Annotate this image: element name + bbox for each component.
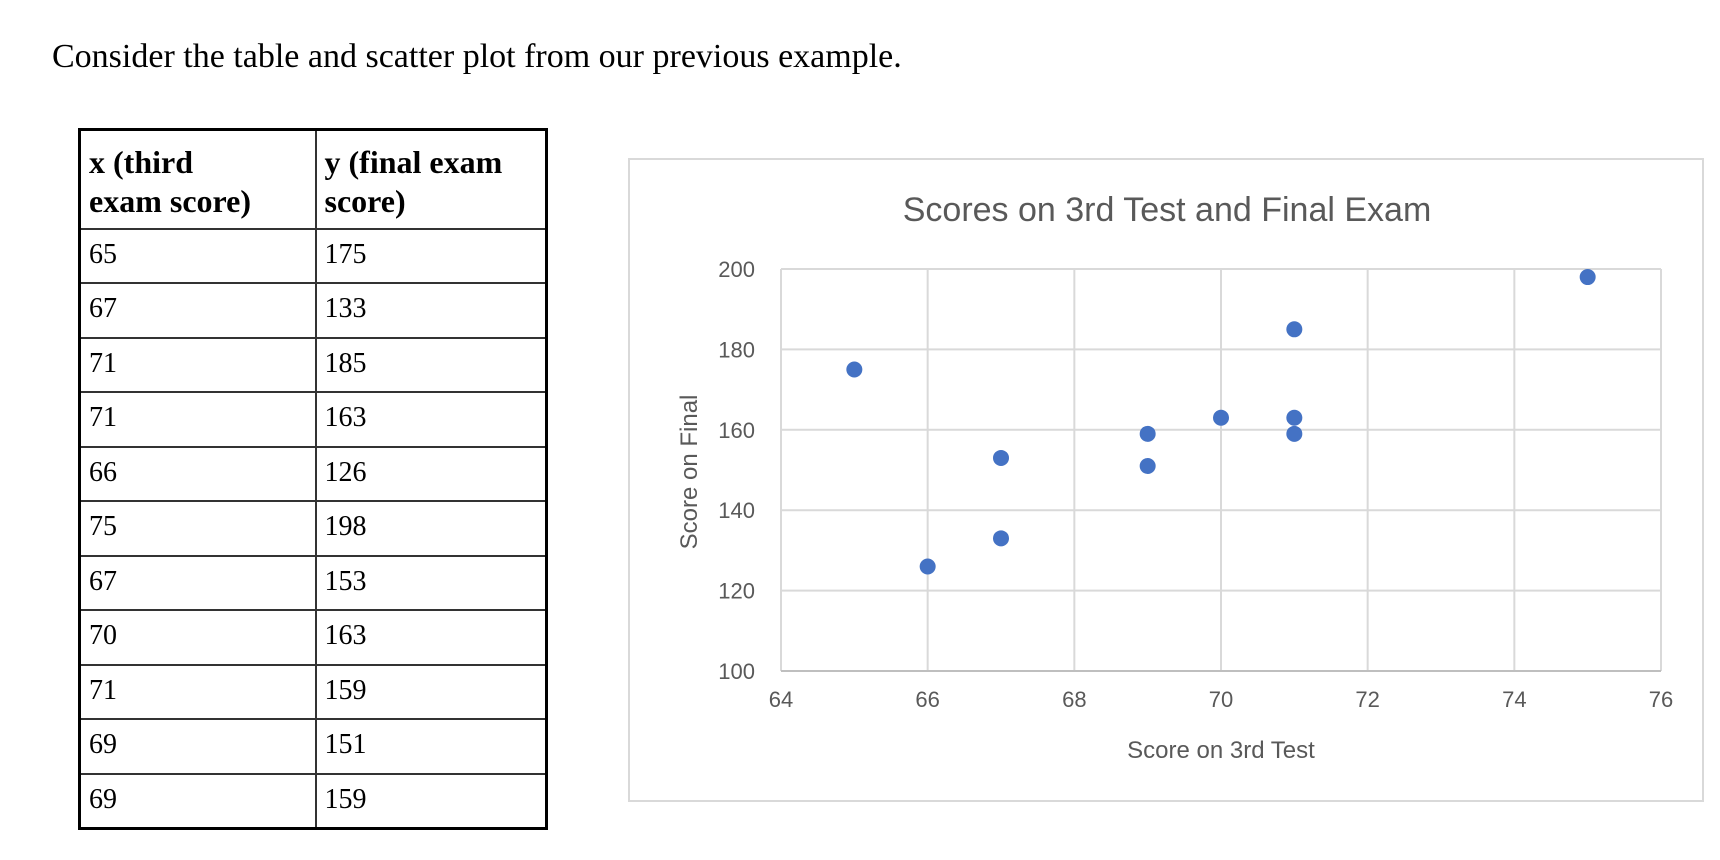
data-point	[846, 361, 863, 378]
data-point	[993, 449, 1009, 466]
table-row: 66 126	[78, 445, 548, 502]
y-tick-label: 100	[718, 659, 755, 684]
y-tick-label: 160	[718, 418, 755, 443]
cell-x: 66	[78, 445, 317, 502]
x-tick-label: 76	[1649, 687, 1673, 712]
chart-title: Scores on 3rd Test and Final Exam	[903, 191, 1432, 229]
table-row: 69 159	[78, 772, 548, 829]
table-row: 65 175	[78, 227, 548, 284]
table-row: 75 198	[78, 500, 548, 557]
table-row: 69 151	[78, 718, 548, 775]
header-x-line1: x (third	[89, 144, 193, 180]
data-point	[1286, 425, 1303, 442]
cell-y: 185	[314, 336, 548, 393]
cell-y: 159	[314, 663, 548, 720]
data-point	[1579, 269, 1596, 286]
header-y: y (final exam score)	[314, 128, 548, 230]
table-row: 71 163	[78, 391, 548, 448]
cell-y: 133	[314, 282, 548, 339]
table-row: 71 185	[78, 336, 548, 393]
data-point	[1139, 425, 1156, 442]
data-table: x (third exam score) y (final exam score) …	[78, 128, 548, 830]
cell-x: 69	[78, 772, 317, 829]
cell-x: 71	[78, 663, 317, 720]
x-tick-label: 74	[1502, 687, 1526, 712]
data-point	[919, 558, 936, 575]
cell-x: 71	[78, 391, 317, 448]
cell-y: 163	[314, 391, 548, 448]
data-point	[1286, 409, 1303, 426]
y-tick-label: 120	[718, 579, 755, 604]
table-body: 65 175 67 133 71 185 71 163 66 126 75 198 67 153 70 163…	[78, 227, 548, 829]
cell-x: 67	[78, 282, 317, 339]
y-tick-label: 200	[718, 257, 755, 282]
cell-y: 159	[314, 772, 548, 829]
data-point	[1213, 409, 1229, 426]
cell-y: 126	[314, 445, 548, 502]
x-tick-label: 72	[1355, 687, 1379, 712]
cell-x: 67	[78, 554, 317, 611]
table-row: 71 159	[78, 663, 548, 720]
y-axis-label: Score on Final	[676, 395, 703, 550]
data-point	[1139, 457, 1156, 474]
x-tick-label: 70	[1209, 687, 1233, 712]
x-axis-label: Score on 3rd Test	[1127, 737, 1315, 764]
x-tick-label: 66	[915, 687, 939, 712]
table-row: 67 133	[78, 282, 548, 339]
y-tick-label: 140	[718, 498, 755, 523]
cell-y: 151	[314, 718, 548, 775]
header-x: x (third exam score)	[78, 128, 317, 230]
x-tick-label: 68	[1062, 687, 1086, 712]
x-tick-label: 64	[769, 687, 793, 712]
cell-y: 198	[314, 500, 548, 557]
cell-x: 71	[78, 336, 317, 393]
cell-x: 69	[78, 718, 317, 775]
cell-y: 175	[314, 227, 548, 284]
data-point	[993, 530, 1009, 547]
cell-x: 70	[78, 609, 317, 666]
cell-y: 163	[314, 609, 548, 666]
cell-x: 75	[78, 500, 317, 557]
chart-frame	[628, 158, 1704, 802]
cell-x: 65	[78, 227, 317, 284]
table-row: 67 153	[78, 554, 548, 611]
header-y-line2: score)	[324, 183, 406, 220]
header-x-line2: exam score)	[89, 183, 251, 220]
data-point	[1286, 321, 1303, 338]
table-row: 70 163	[78, 609, 548, 666]
intro-text: Consider the table and scatter plot from…	[52, 38, 902, 75]
cell-y: 153	[314, 554, 548, 611]
table-header-row: x (third exam score) y (final exam score)	[78, 128, 548, 230]
header-y-line1: y (final exam	[324, 144, 503, 180]
y-tick-label: 180	[718, 337, 755, 362]
